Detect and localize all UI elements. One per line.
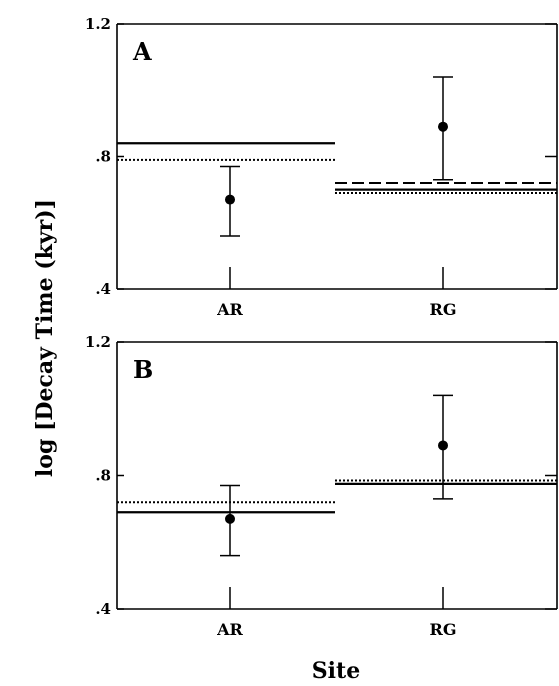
y-axis-title: log [Decay Time (kyr)] xyxy=(32,199,58,477)
data-point xyxy=(438,440,448,451)
data-point xyxy=(438,121,448,132)
y-tick-label: .4 xyxy=(95,600,111,618)
y-tick-label: .4 xyxy=(95,280,111,298)
y-tick-label: 1.2 xyxy=(85,333,111,351)
data-point xyxy=(225,194,235,205)
panel-label: B xyxy=(133,355,153,384)
data-point xyxy=(225,513,235,524)
chart-panel-b: .4 .8 1.2 AR RG B xyxy=(85,333,558,639)
x-tick-label: RG xyxy=(430,620,457,639)
x-tick-label: AR xyxy=(216,300,243,319)
y-tick-label: .8 xyxy=(95,467,111,485)
x-tick-label: AR xyxy=(216,620,243,639)
y-tick-label: .8 xyxy=(95,148,111,166)
y-tick-label: 1.2 xyxy=(85,15,111,33)
x-axis-title: Site xyxy=(312,658,360,684)
panel-label: A xyxy=(132,37,152,66)
x-tick-label: RG xyxy=(430,300,457,319)
chart-panel-a: .4 .8 1.2 AR RG A xyxy=(85,15,558,319)
